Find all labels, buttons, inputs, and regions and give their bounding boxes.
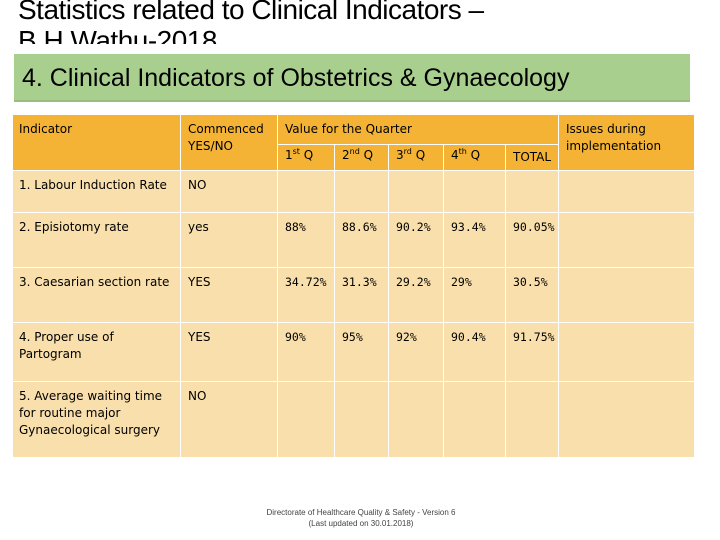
q2-cell: 88.6% [334,212,389,268]
q4-cell: 93.4% [443,212,506,268]
footer-line-1: Directorate of Healthcare Quality & Safe… [266,508,456,517]
table-row: 5. Average waiting time for routine majo… [12,381,695,458]
q2-cell [334,170,389,213]
issues-cell [558,267,695,323]
header-q1: 1st Q [277,144,335,171]
section-header-bar: 4. Clinical Indicators of Obstetrics & G… [14,54,690,102]
q4-cell: 90.4% [443,322,506,382]
commenced-cell: YES [180,322,278,382]
page-title: Statistics related to Clinical Indicator… [18,0,578,44]
clinical-indicators-table: Indicator Commenced YES/NO Value for the… [12,114,695,458]
q1-cell: 88% [277,212,335,268]
indicator-cell: 1. Labour Induction Rate [12,170,181,213]
issues-cell [558,381,695,458]
indicator-cell: 5. Average waiting time for routine majo… [12,381,181,458]
q2-cell: 95% [334,322,389,382]
q4-cell: 29% [443,267,506,323]
header-q3: 3rd Q [388,144,444,171]
commenced-cell: NO [180,170,278,213]
q1-cell: 34.72% [277,267,335,323]
header-indicator: Indicator [12,114,181,171]
q3-cell [388,381,444,458]
table-row: 2. Episiotomy rate yes 88% 88.6% 90.2% 9… [12,212,695,268]
title-line-2: B.H.Wathu-2018 [18,25,217,44]
commenced-cell: NO [180,381,278,458]
table-row: 3. Caesarian section rate YES 34.72% 31.… [12,267,695,323]
commenced-cell: YES [180,267,278,323]
header-q2: 2nd Q [334,144,389,171]
q4-cell [443,381,506,458]
q3-cell: 29.2% [388,267,444,323]
q1-cell [277,381,335,458]
header-q4: 4th Q [443,144,506,171]
total-cell: 91.75% [505,322,559,382]
total-cell: 90.05% [505,212,559,268]
total-cell [505,381,559,458]
table-row: 1. Labour Induction Rate NO [12,170,695,213]
q2-cell [334,381,389,458]
issues-cell [558,170,695,213]
header-total: TOTAL [505,144,559,171]
q3-cell [388,170,444,213]
q1-cell: 90% [277,322,335,382]
indicator-cell: 4. Proper use of Partogram [12,322,181,382]
footer-line-2: (Last updated on 30.01.2018) [308,519,414,528]
header-value-quarter: Value for the Quarter [277,114,559,145]
footer-note: Directorate of Healthcare Quality & Safe… [246,507,476,529]
title-line-1: Statistics related to Clinical Indicator… [18,0,484,25]
header-commenced: Commenced YES/NO [180,114,278,171]
q2-cell: 31.3% [334,267,389,323]
q1-cell [277,170,335,213]
indicator-cell: 3. Caesarian section rate [12,267,181,323]
header-issues: Issues during implementation [558,114,695,171]
issues-cell [558,322,695,382]
table-row: 4. Proper use of Partogram YES 90% 95% 9… [12,322,695,382]
q4-cell [443,170,506,213]
indicator-cell: 2. Episiotomy rate [12,212,181,268]
section-title: 4. Clinical Indicators of Obstetrics & G… [22,64,570,92]
total-cell [505,170,559,213]
commenced-cell: yes [180,212,278,268]
issues-cell [558,212,695,268]
q3-cell: 90.2% [388,212,444,268]
total-cell: 30.5% [505,267,559,323]
q3-cell: 92% [388,322,444,382]
